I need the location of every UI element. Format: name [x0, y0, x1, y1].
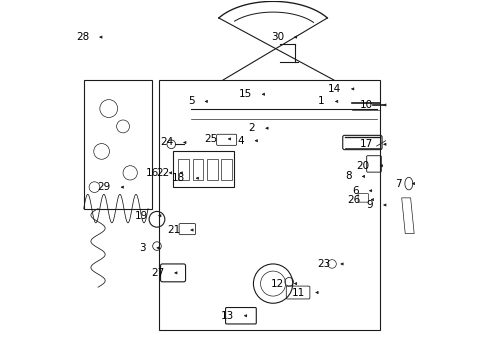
- Text: 11: 11: [291, 288, 305, 297]
- Text: 12: 12: [270, 279, 283, 289]
- Text: 3: 3: [140, 243, 146, 253]
- Text: 2: 2: [248, 123, 255, 133]
- Text: 18: 18: [172, 173, 185, 183]
- Text: 23: 23: [316, 259, 329, 269]
- Text: 22: 22: [156, 168, 169, 178]
- Text: 24: 24: [160, 138, 173, 148]
- Text: 1: 1: [318, 96, 324, 107]
- Text: 20: 20: [356, 161, 369, 171]
- Text: 30: 30: [270, 32, 283, 42]
- Text: 13: 13: [220, 311, 233, 321]
- Text: 14: 14: [327, 84, 340, 94]
- Text: 9: 9: [366, 200, 372, 210]
- Text: 10: 10: [359, 100, 372, 110]
- Text: 19: 19: [135, 211, 148, 221]
- Text: 15: 15: [238, 89, 251, 99]
- Text: 27: 27: [151, 268, 164, 278]
- Text: 21: 21: [166, 225, 180, 235]
- Text: 8: 8: [345, 171, 351, 181]
- Text: 29: 29: [97, 182, 110, 192]
- Text: 4: 4: [237, 136, 244, 146]
- Text: 6: 6: [351, 186, 358, 196]
- Text: 7: 7: [394, 179, 401, 189]
- Text: 28: 28: [76, 32, 89, 42]
- Text: 16: 16: [145, 168, 159, 178]
- Text: 17: 17: [359, 139, 372, 149]
- Text: 25: 25: [204, 134, 217, 144]
- Text: 5: 5: [187, 96, 194, 107]
- Text: 26: 26: [346, 195, 360, 204]
